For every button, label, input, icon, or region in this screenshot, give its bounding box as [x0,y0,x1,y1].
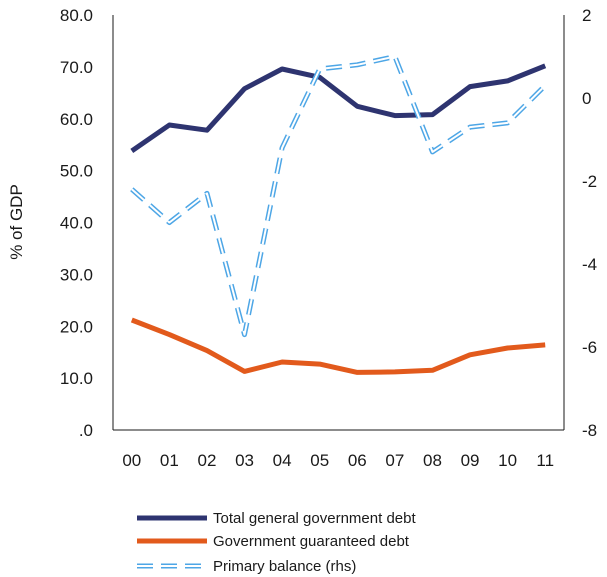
y2-tick-label: -6 [582,338,597,357]
y-tick-label: 30.0 [60,265,93,284]
x-tick-label: 11 [536,451,554,470]
y2-tick-label: -4 [582,255,597,274]
series-line-government-guaranteed-debt [130,317,546,375]
y-tick-label: 20.0 [60,317,93,336]
x-tick-label: 02 [197,451,216,470]
y-tick-label: 50.0 [60,162,93,181]
x-tick-label: 03 [235,451,254,470]
x-tick-label: 05 [310,451,329,470]
x-tick-label: 10 [498,451,517,470]
x-tick-label: 09 [461,451,480,470]
y-tick-label: 40.0 [60,214,93,233]
y-tick-label: 10.0 [60,369,93,388]
x-tick-label: 04 [273,451,292,470]
y-axis-title: % of GDP [7,184,26,260]
legend-label: Primary balance (rhs) [213,558,356,575]
x-tick-label: 08 [423,451,442,470]
legend-label: Total general government debt [213,510,416,527]
series-line-primary-balance-rhs [130,54,547,338]
x-tick-label: 00 [122,451,141,470]
x-tick-label: 01 [160,451,179,470]
y-axis-label: % of GDP [7,184,26,260]
y-tick-label: 60.0 [60,110,93,129]
x-tick-label: 06 [348,451,367,470]
y2-tick-label: 2 [582,6,591,25]
y2-tick-label: -8 [582,421,597,440]
y2-tick-label: -2 [582,172,597,191]
y2-tick-label: 0 [582,89,591,108]
y-tick-label: 80.0 [60,6,93,25]
x-tick-label: 07 [385,451,404,470]
series-line-primary-balance-rhs-inner [131,55,546,336]
y-tick-label: .0 [79,421,93,440]
legend-label: Government guaranteed debt [213,533,410,550]
y-tick-label: 70.0 [60,58,93,77]
series-line-total-general-government-debt [130,63,547,153]
